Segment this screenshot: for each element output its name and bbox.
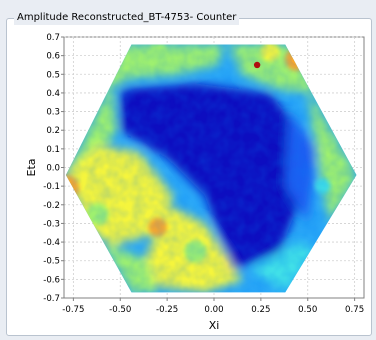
x-tick-label: 0.50	[298, 305, 317, 315]
y-tick-label: 0.2	[46, 126, 60, 136]
y-tick-label: -0.3	[43, 219, 60, 229]
x-tick-label: -0.75	[62, 305, 84, 315]
x-tick-label: 0.25	[251, 305, 270, 315]
hotspot-marker	[253, 61, 261, 69]
y-tick-label: -0.6	[43, 275, 60, 285]
x-axis-title: Xi	[209, 319, 220, 332]
y-tick-label: -0.7	[43, 294, 60, 304]
axes	[61, 36, 364, 301]
y-tick-label: -0.5	[43, 257, 60, 267]
y-tick-label: 0.6	[46, 52, 60, 62]
y-tick-label: 0.5	[46, 70, 60, 80]
x-tick-label: -0.25	[156, 305, 178, 315]
y-axis-title: Eta	[25, 158, 38, 176]
y-tick-label: 0.1	[46, 145, 60, 155]
y-tick-label: -0.2	[43, 201, 60, 211]
x-tick-label: 0.75	[345, 305, 364, 315]
y-tick-label: 0.3	[46, 108, 60, 118]
y-tick-label: -0.1	[43, 182, 60, 192]
x-tick-labels: -0.75 -0.50 -0.25 0.00 0.25 0.50 0.75	[62, 305, 364, 315]
y-tick-labels: 0.7 0.6 0.5 0.4 0.3 0.2 0.1 0.0 -0.1 -0.2 -0.3 -0.4…	[43, 33, 60, 304]
y-tick-label: -0.4	[43, 238, 60, 248]
y-tick-label: 0.7	[46, 33, 60, 43]
y-tick-label: 0.4	[46, 89, 60, 99]
y-tick-label: 0.0	[46, 164, 60, 174]
x-tick-label: -0.50	[109, 305, 131, 315]
panel-title: Amplitude Reconstructed_BT-4753- Counter	[14, 11, 240, 25]
x-tick-label: 0.00	[204, 305, 223, 315]
